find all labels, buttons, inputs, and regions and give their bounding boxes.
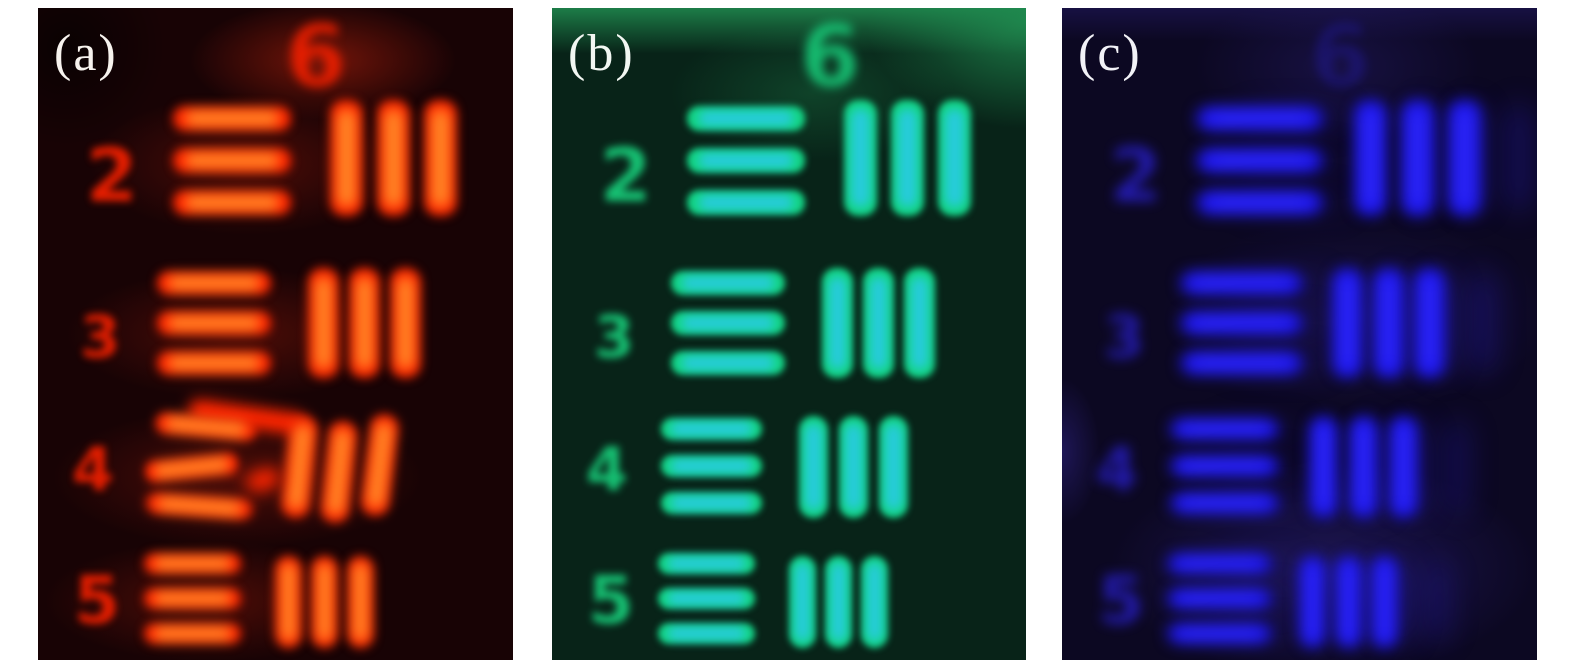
vertical-bar [1299, 556, 1326, 648]
vertical-bar [825, 556, 852, 648]
horizontal-bar [671, 311, 785, 335]
vertical-bar [879, 416, 908, 518]
horizontal-bar [144, 553, 241, 574]
element-group-3: 3 [552, 8, 1026, 660]
vertical-bar [891, 100, 924, 216]
panel-label-c: (c) [1078, 25, 1142, 82]
horizontal-bar [1168, 588, 1271, 609]
element-digit: 4 [1096, 435, 1138, 505]
vertical-bar [789, 556, 816, 648]
horizontal-bar [1171, 418, 1279, 440]
element-group-2: 2 [1062, 8, 1537, 660]
horizontal-bar [1181, 311, 1302, 335]
horizontal-bar [1168, 623, 1271, 644]
horizontal-bar [661, 492, 762, 514]
element-digit: 3 [1104, 303, 1145, 371]
element-digit: 5 [74, 562, 120, 639]
vertical-bar [938, 100, 971, 216]
horizontal-bar [1197, 190, 1323, 215]
vertical-bar [1371, 556, 1398, 648]
panel-green-channel: (b) 6 2 3 4 5 [552, 8, 1026, 660]
element-digit: 5 [588, 562, 634, 639]
horizontal-bar [658, 623, 755, 644]
horizontal-bar [1197, 106, 1323, 131]
vertical-bar [1335, 556, 1362, 648]
element-group-3: 3 [1062, 8, 1537, 660]
horizontal-bar [661, 455, 762, 477]
horizontal-bar [671, 271, 785, 295]
horizontal-bar [658, 553, 755, 574]
element-digit: 3 [594, 303, 635, 371]
vertical-bar [1389, 416, 1418, 518]
element-group-4: 4 [552, 8, 1026, 660]
element-group-4: 4 [38, 8, 513, 660]
horizontal-bar [687, 106, 805, 131]
element-group-5: 5 [38, 8, 513, 660]
horizontal-bar [658, 588, 755, 609]
horizontal-bar [1181, 351, 1302, 375]
vertical-bar [904, 268, 935, 378]
vertical-bar [799, 416, 828, 518]
panel-blue-channel: (c) 6 2 3 4 5 [1062, 8, 1537, 660]
horizontal-bar [1168, 553, 1271, 574]
horizontal-bar [671, 351, 785, 375]
element-digit: 2 [600, 133, 652, 219]
horizontal-bar [144, 588, 241, 609]
top-element-digit: 6 [800, 8, 860, 107]
vertical-bar [861, 556, 888, 648]
element-group-4: 4 [1062, 8, 1537, 660]
top-element-digit: 6 [1310, 8, 1370, 107]
vertical-bar [1448, 100, 1481, 216]
vertical-bar [1332, 268, 1363, 378]
horizontal-bar [661, 418, 762, 440]
vertical-bar [275, 556, 302, 648]
vertical-bar [863, 268, 894, 378]
panel-label-b: (b) [568, 25, 635, 82]
vertical-bar [1309, 416, 1338, 518]
horizontal-bar [1171, 492, 1279, 514]
horizontal-bar [687, 148, 805, 173]
vertical-bar [1414, 268, 1445, 378]
horizontal-bar [1181, 271, 1302, 295]
vertical-bar [822, 268, 853, 378]
element-digit: 2 [1110, 133, 1162, 219]
element-digit: 4 [72, 435, 114, 505]
horizontal-bar [144, 623, 241, 644]
vertical-bar [844, 100, 877, 216]
element-digit: 5 [1098, 562, 1144, 639]
horizontal-bar [1197, 148, 1323, 173]
element-digit: 4 [586, 435, 628, 505]
vertical-bar [1349, 416, 1378, 518]
horizontal-bar [687, 190, 805, 215]
element-group-2: 2 [552, 8, 1026, 660]
vertical-bar [1373, 268, 1404, 378]
vertical-bar [1354, 100, 1387, 216]
vertical-bar [311, 556, 338, 648]
element-group-5: 5 [1062, 8, 1537, 660]
horizontal-bar [1171, 455, 1279, 477]
vertical-bar [839, 416, 868, 518]
element-group-5: 5 [552, 8, 1026, 660]
vertical-bar [347, 556, 374, 648]
vertical-bar [1401, 100, 1434, 216]
